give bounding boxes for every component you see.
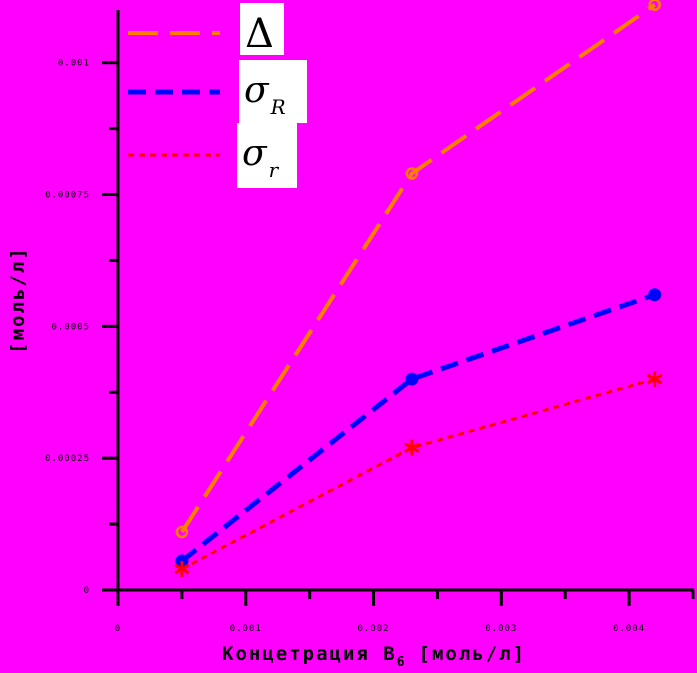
x-tick-label: 0.004 <box>613 624 645 634</box>
legend-label-box <box>237 123 297 188</box>
x-tick-label: 0.003 <box>485 624 517 634</box>
series-σR <box>175 288 662 568</box>
series-layer <box>174 0 663 577</box>
x-axis-title-unit: [моль/л] <box>419 643 527 665</box>
series-line <box>181 377 656 571</box>
x-tick-label: 0 <box>115 624 121 634</box>
data-point-asterisk <box>404 439 420 456</box>
legend: Δσ Rσ r <box>128 3 307 188</box>
x-tick-label: 0.001 <box>230 624 262 634</box>
data-point-asterisk <box>174 560 190 577</box>
series-line <box>180 292 656 563</box>
legend-label: Δ <box>245 11 274 57</box>
legend-label-box <box>240 3 284 55</box>
data-point-open-circle <box>175 525 189 539</box>
series-line <box>180 3 656 534</box>
x-tick-label: 0.002 <box>358 624 390 634</box>
y-tick-label: 0.00075 <box>45 191 90 201</box>
ticks <box>102 61 695 606</box>
data-point-open-circle <box>648 0 661 11</box>
series-Δ <box>175 0 661 539</box>
tick-labels: 0 0.001 0.002 0.003 0.004 0 0.00025 0.0005 0.000… <box>45 59 645 634</box>
legend-label-symbol: σ <box>244 70 270 111</box>
asterisk-stroke <box>404 442 420 453</box>
y-tick-label: 0.00025 <box>45 454 90 464</box>
x-axis-title-subscript: 6 <box>397 655 407 670</box>
data-point-filled-circle <box>405 372 419 386</box>
x-axis-title-text: Концетрация B <box>222 643 397 665</box>
legend-label-symbol: σ <box>242 133 268 174</box>
legend-label-subscript: R <box>270 95 286 119</box>
y-tick-label: 0.0005 <box>51 322 90 332</box>
y-axis-title: [моль/л] <box>7 246 29 354</box>
axes <box>116 10 694 592</box>
series-σr <box>174 371 663 577</box>
x-axis-title: Концетрация B6 [моль/л] <box>222 643 526 670</box>
y-tick-label: 0.001 <box>58 59 90 69</box>
data-point-filled-circle <box>648 288 662 302</box>
legend-label-symbol: Δ <box>245 11 274 57</box>
y-tick-label: 0 <box>84 586 90 596</box>
asterisk-stroke <box>646 373 663 385</box>
legend-label-subscript: r <box>269 158 280 182</box>
data-point-open-circle <box>405 167 419 180</box>
asterisk-stroke <box>174 563 190 575</box>
legend-label-box <box>239 60 307 123</box>
data-point-asterisk <box>646 371 663 388</box>
